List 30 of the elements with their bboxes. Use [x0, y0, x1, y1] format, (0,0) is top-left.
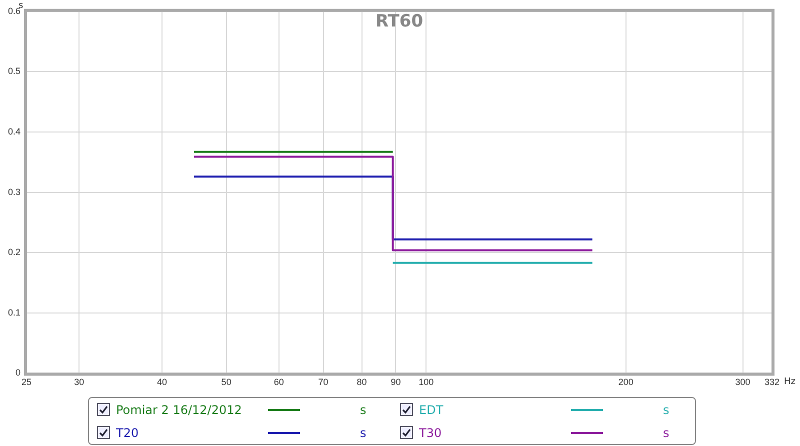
y-tick-label: 0.3 [8, 186, 21, 197]
x-tick-label: 50 [221, 377, 232, 388]
text: s [663, 402, 670, 416]
text: T30 [419, 426, 443, 440]
x-tick-label: 30 [74, 377, 84, 388]
x-tick-label: 200 [618, 377, 634, 388]
text: EDT [419, 402, 444, 416]
x-tick-label: 40 [156, 377, 167, 388]
text: T20 [116, 426, 140, 440]
x-tick-label: 90 [390, 377, 401, 388]
x-tick-label: 70 [318, 377, 328, 388]
y-tick-label: 0 [15, 368, 21, 378]
x-tick-label: 80 [356, 377, 367, 388]
x-tick-label: 100 [418, 377, 434, 388]
chart-title: RT60 [375, 11, 424, 32]
x-tick-label: 300 [735, 377, 750, 388]
y-tick-label: 0.1 [8, 307, 21, 318]
y-tick-label: 0.5 [8, 66, 21, 76]
y-tick-label: 0.4 [8, 126, 21, 136]
y-tick-label: 0.2 [8, 247, 21, 258]
x-axis-title: Hz [784, 377, 796, 388]
x-tick-label: 60 [274, 377, 284, 388]
x-tick-label: 25 [22, 377, 32, 388]
y-tick-label: 0.6 [8, 6, 21, 16]
text: Pomiar 2 16/12/2012 [116, 402, 243, 416]
text: s [360, 426, 366, 440]
text: s [663, 426, 670, 440]
y-axis-title: s [18, 1, 24, 12]
x-tick-label: 332 [764, 377, 780, 388]
text: s [360, 402, 366, 416]
